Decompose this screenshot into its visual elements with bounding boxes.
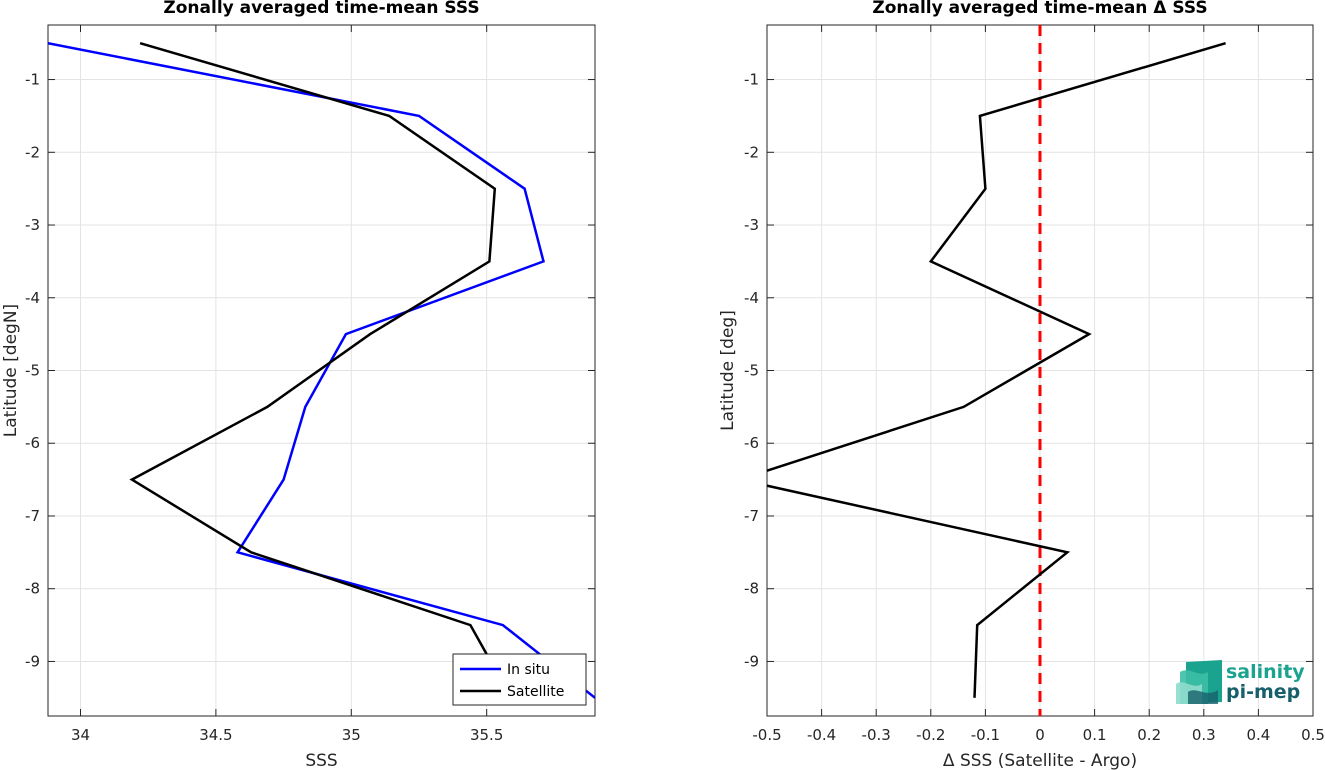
- series-line-satellite: [129, 42, 513, 699]
- legend-entry: Satellite: [507, 684, 564, 700]
- x-tick-label: 34.5: [199, 726, 232, 744]
- y-tick-label: -8: [25, 580, 40, 598]
- x-tick-label: 35.5: [470, 726, 503, 744]
- x-tick-label: -0.1: [971, 726, 1000, 744]
- x-tick-label: 0: [1035, 726, 1045, 744]
- x-tick-label: -0.3: [862, 726, 891, 744]
- x-tick-label: 0.4: [1246, 726, 1270, 744]
- y-tick-label: -3: [25, 216, 40, 234]
- x-tick-label: -0.2: [916, 726, 945, 744]
- y-tick-label: -7: [25, 507, 40, 525]
- y-tick-label: -1: [744, 71, 759, 89]
- series-line-in-situ: [48, 41, 595, 699]
- y-tick-label: -5: [744, 362, 759, 380]
- x-tick-label: 0.1: [1083, 726, 1107, 744]
- left-chart-sss: 34 34.5 35 35.5 -1 -2 -3 -4 -5 -6 -7 -8 -9 Zonally av…: [1, 0, 596, 770]
- x-tick-label: 0.5: [1301, 726, 1325, 744]
- chart-title: Zonally averaged time-mean Δ SSS: [872, 0, 1207, 18]
- y-tick-label: -5: [25, 362, 40, 380]
- y-tick-label: -1: [25, 71, 40, 89]
- logo-icon: [1176, 660, 1222, 704]
- y-tick-label: -4: [744, 289, 759, 307]
- y-tick-label: -6: [25, 434, 40, 452]
- x-tick-label: 35: [342, 726, 361, 744]
- y-tick-label: -2: [25, 143, 40, 161]
- logo-text-line1: salinity: [1226, 661, 1305, 683]
- legend: In situ Satellite: [452, 653, 587, 706]
- x-tick-label: 0.2: [1137, 726, 1161, 744]
- x-tick-label: -0.4: [807, 726, 836, 744]
- y-tick-label: -3: [744, 216, 759, 234]
- y-axis-label: Latitude [degN]: [1, 304, 21, 437]
- chart-title: Zonally averaged time-mean SSS: [163, 0, 479, 18]
- x-tick-label: 0.3: [1192, 726, 1216, 744]
- y-tick-label: -7: [744, 507, 759, 525]
- logo-text-line2: pi-mep: [1226, 681, 1300, 703]
- salinity-pimep-logo: salinity pi-mep: [1176, 660, 1305, 704]
- x-axis-label: SSS: [305, 751, 337, 770]
- x-tick-label: -0.5: [752, 726, 781, 744]
- x-tick-label: 34: [71, 726, 90, 744]
- y-tick-label: -8: [744, 580, 759, 598]
- right-chart-delta-sss: -0.5 -0.4 -0.3 -0.2 -0.1 0 0.1 0.2 0.3 0.4 0.5 -1 -2…: [718, 0, 1325, 770]
- y-tick-label: -9: [25, 652, 40, 670]
- x-axis-label: Δ SSS (Satellite - Argo): [943, 751, 1137, 770]
- y-tick-label: -9: [744, 652, 759, 670]
- y-tick-label: -4: [25, 289, 40, 307]
- y-axis-label: Latitude [deg]: [718, 310, 738, 431]
- legend-entry: In situ: [507, 662, 550, 678]
- y-tick-label: -2: [744, 143, 759, 161]
- series-line-0: [767, 42, 1226, 698]
- legend-box: [452, 653, 587, 706]
- y-tick-label: -6: [744, 434, 759, 452]
